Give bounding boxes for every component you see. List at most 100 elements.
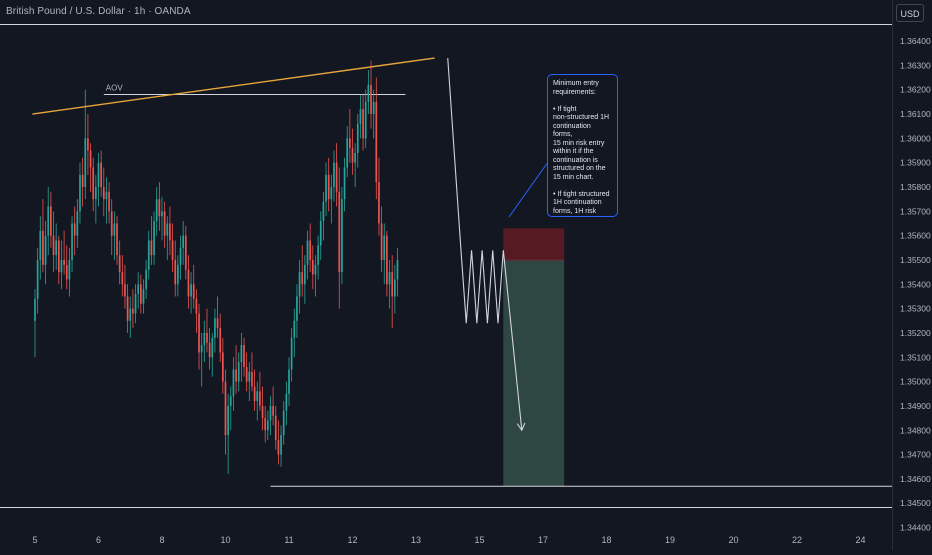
candle-body <box>330 186 333 200</box>
candle-body <box>192 284 195 299</box>
candle-body <box>84 138 87 187</box>
candle-body <box>81 174 84 187</box>
candle-body <box>306 240 309 265</box>
projection-path <box>447 58 523 431</box>
currency-button[interactable]: USD <box>896 4 924 22</box>
candle-body <box>200 345 203 353</box>
candle-body <box>380 223 383 260</box>
candle-body <box>290 337 293 370</box>
note-pointer <box>508 161 549 218</box>
y-tick-label: 1.34600 <box>900 474 931 484</box>
candle-body <box>95 186 97 200</box>
candle-body <box>100 162 102 187</box>
candle-body <box>89 150 92 168</box>
y-tick-label: 1.35500 <box>900 255 931 265</box>
candle-body <box>383 235 386 260</box>
y-tick-label: 1.34900 <box>900 401 931 411</box>
candle-body <box>211 337 214 358</box>
candle-body <box>227 405 229 436</box>
candle-body <box>34 298 36 321</box>
candle-body <box>150 240 153 256</box>
candle-body <box>338 191 341 273</box>
chart-title: British Pound / U.S. Dollar · 1h · OANDA <box>6 6 191 17</box>
candle-body <box>182 235 185 248</box>
take-profit-zone <box>503 259 565 487</box>
candle-body <box>304 264 306 285</box>
candle-body <box>137 284 140 295</box>
candle-body <box>161 211 163 217</box>
y-tick-label: 1.34800 <box>900 425 931 435</box>
candle-body <box>341 199 343 273</box>
candle-body <box>44 235 47 265</box>
candle-body <box>105 191 108 200</box>
y-tick-label: 1.35900 <box>900 158 931 168</box>
candle-body <box>121 272 124 285</box>
x-tick-label: 6 <box>96 535 101 545</box>
candle-body <box>367 84 370 102</box>
candle-body <box>87 138 89 151</box>
candle-body <box>319 221 322 246</box>
candle-body <box>39 230 42 260</box>
x-tick-label: 13 <box>411 535 421 545</box>
candle-body <box>184 235 187 270</box>
candle-body <box>60 259 63 273</box>
candle-body <box>396 259 399 280</box>
candle-body <box>169 223 171 241</box>
candle-body <box>203 332 206 346</box>
candle-body <box>335 162 338 192</box>
candle-body <box>372 101 375 115</box>
candle-body <box>153 221 155 256</box>
y-tick-label: 1.35100 <box>900 352 931 362</box>
x-tick-label: 20 <box>728 535 738 545</box>
candle-body <box>240 345 243 363</box>
y-tick-label: 1.35200 <box>900 328 931 338</box>
y-tick-label: 1.35400 <box>900 279 931 289</box>
candle-body <box>375 101 378 183</box>
y-tick-label: 1.35300 <box>900 304 931 314</box>
candle-body <box>73 223 76 236</box>
candle-body <box>166 223 169 236</box>
candle-body <box>309 240 312 260</box>
candle-body <box>256 391 259 402</box>
candle-body <box>68 259 71 280</box>
candle-body <box>322 201 325 222</box>
candle-body <box>261 405 264 419</box>
candle-body <box>179 247 182 265</box>
y-tick-label: 1.36200 <box>900 85 931 95</box>
candle-body <box>155 199 158 222</box>
y-tick-label: 1.36100 <box>900 109 931 119</box>
candle-body <box>71 223 73 260</box>
candle-body <box>351 148 354 163</box>
annotation-note[interactable]: Minimum entry requirements: • If tight n… <box>547 74 618 217</box>
candle-body <box>253 386 256 402</box>
candle-body <box>219 328 222 353</box>
candle-body <box>356 123 359 153</box>
candle-body <box>113 223 116 236</box>
candle-body <box>274 415 277 440</box>
candle-body <box>325 174 327 202</box>
candle-body <box>142 289 145 304</box>
projection-arrowhead <box>516 422 526 432</box>
candle-body <box>42 230 44 265</box>
candle-body <box>378 182 380 224</box>
candle-body <box>237 362 240 382</box>
candle-body <box>195 298 198 314</box>
candle-body <box>362 109 364 139</box>
y-tick-label: 1.35600 <box>900 231 931 241</box>
candle-body <box>317 245 319 265</box>
candle-body <box>177 264 179 285</box>
x-tick-label: 11 <box>284 535 293 545</box>
candle-body <box>118 255 121 273</box>
candle-body <box>259 391 261 406</box>
candle-body <box>364 101 367 139</box>
candle-body <box>110 211 113 236</box>
candle-body <box>190 284 192 297</box>
candle-body <box>280 435 282 455</box>
candle-body <box>277 439 280 455</box>
candle-body <box>158 199 161 217</box>
y-tick-label: 1.36400 <box>900 36 931 46</box>
candle-body <box>163 211 166 236</box>
candle-body <box>288 369 290 394</box>
